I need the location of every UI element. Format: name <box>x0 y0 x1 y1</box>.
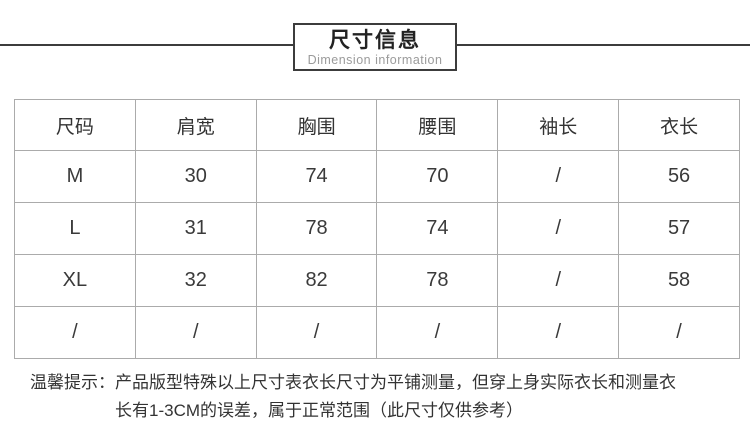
table-cell: M <box>14 150 136 203</box>
table-cell: 30 <box>134 150 257 203</box>
size-table: 尺码 肩宽 胸围 腰围 袖长 衣长 M 30 74 70 / 56 L 31 7… <box>14 99 740 359</box>
table-cell: 74 <box>255 150 378 203</box>
table-cell: / <box>255 306 378 359</box>
table-row: M 30 74 70 / 56 <box>14 150 740 203</box>
note-label: 温馨提示： <box>30 373 115 392</box>
column-header-sleeve: 袖长 <box>497 99 620 151</box>
table-cell: 78 <box>255 202 378 255</box>
table-row: XL 32 82 78 / 58 <box>14 254 740 307</box>
column-header-length: 衣长 <box>618 99 740 151</box>
table-cell: L <box>14 202 136 255</box>
table-cell: / <box>376 306 499 359</box>
table-cell: / <box>497 254 620 307</box>
table-cell: / <box>497 306 620 359</box>
note-text: 产品版型特殊以上尺寸表衣长尺寸为平铺测量，但穿上身实际衣长和测量衣长有1-3CM… <box>115 373 676 420</box>
table-cell: / <box>497 150 620 203</box>
column-header-shoulder: 肩宽 <box>134 99 257 151</box>
column-header-bust: 胸围 <box>255 99 378 151</box>
table-row: L 31 78 74 / 57 <box>14 202 740 255</box>
table-cell: 74 <box>376 202 499 255</box>
section-subtitle: Dimension information <box>307 53 443 67</box>
column-header-waist: 腰围 <box>376 99 499 151</box>
table-cell: 57 <box>618 202 740 255</box>
table-cell: 82 <box>255 254 378 307</box>
table-cell: 58 <box>618 254 740 307</box>
title-box: 尺寸信息 Dimension information <box>293 23 457 71</box>
table-cell: / <box>618 306 740 359</box>
table-cell: 70 <box>376 150 499 203</box>
table-cell: / <box>14 306 136 359</box>
table-cell: 31 <box>134 202 257 255</box>
table-cell: / <box>497 202 620 255</box>
table-cell: / <box>134 306 257 359</box>
table-row: / / / / / / <box>14 306 740 359</box>
table-cell: 32 <box>134 254 257 307</box>
section-header: 尺寸信息 Dimension information <box>0 23 750 71</box>
column-header-size: 尺码 <box>14 99 136 151</box>
table-cell: 78 <box>376 254 499 307</box>
table-cell: XL <box>14 254 136 307</box>
table-cell: 56 <box>618 150 740 203</box>
section-title: 尺寸信息 <box>329 29 421 52</box>
table-header-row: 尺码 肩宽 胸围 腰围 袖长 衣长 <box>14 99 740 151</box>
note: 温馨提示： 产品版型特殊以上尺寸表衣长尺寸为平铺测量，但穿上身实际衣长和测量衣长… <box>30 369 750 425</box>
